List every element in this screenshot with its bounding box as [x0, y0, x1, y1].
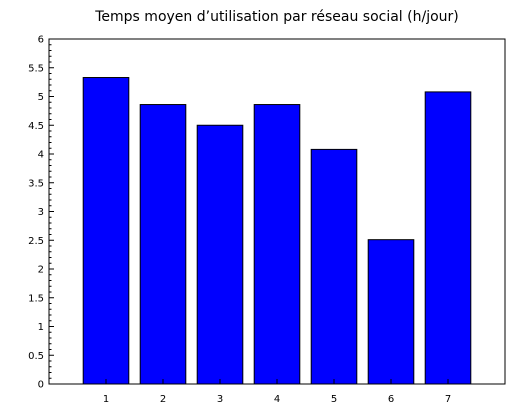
y-tick-label: 1.5: [28, 293, 44, 304]
bar: [253, 104, 301, 385]
y-tick-label: 5.5: [28, 63, 44, 74]
bar-series: [82, 77, 472, 385]
x-tick-label: 3: [217, 394, 223, 405]
y-axis-ticks: 0 0.5 1 1.5 2 2.5 3 3.5 4 4.5 5 5.5 6: [28, 35, 54, 391]
bar: [82, 77, 130, 385]
y-tick-label: 3.5: [28, 178, 44, 189]
x-tick-label: 2: [160, 394, 166, 405]
x-tick-label: 5: [331, 394, 337, 405]
y-tick-label: 4: [38, 150, 44, 161]
y-tick-label: 3: [38, 207, 44, 218]
chart-title: Temps moyen d’utilisation par réseau soc…: [95, 9, 459, 25]
bar: [139, 104, 187, 385]
y-tick-label: 2.5: [28, 236, 44, 247]
x-tick-label: 4: [274, 394, 280, 405]
bar: [310, 148, 358, 385]
y-tick-label: 6: [38, 35, 44, 46]
y-tick-label: 5: [38, 92, 44, 103]
bar: [424, 91, 472, 385]
x-tick-label: 7: [445, 394, 451, 405]
bar: [196, 124, 244, 385]
y-tick-label: 0.5: [28, 351, 44, 362]
x-axis-ticks: 1 2 3 4 5 6 7: [103, 379, 451, 405]
x-tick-label: 6: [388, 394, 394, 405]
y-tick-label: 4.5: [28, 121, 44, 132]
y-tick-label: 0: [38, 380, 44, 391]
y-tick-label: 1: [38, 322, 44, 333]
y-tick-label: 2: [38, 265, 44, 276]
bar: [367, 239, 415, 385]
x-tick-label: 1: [103, 394, 109, 405]
